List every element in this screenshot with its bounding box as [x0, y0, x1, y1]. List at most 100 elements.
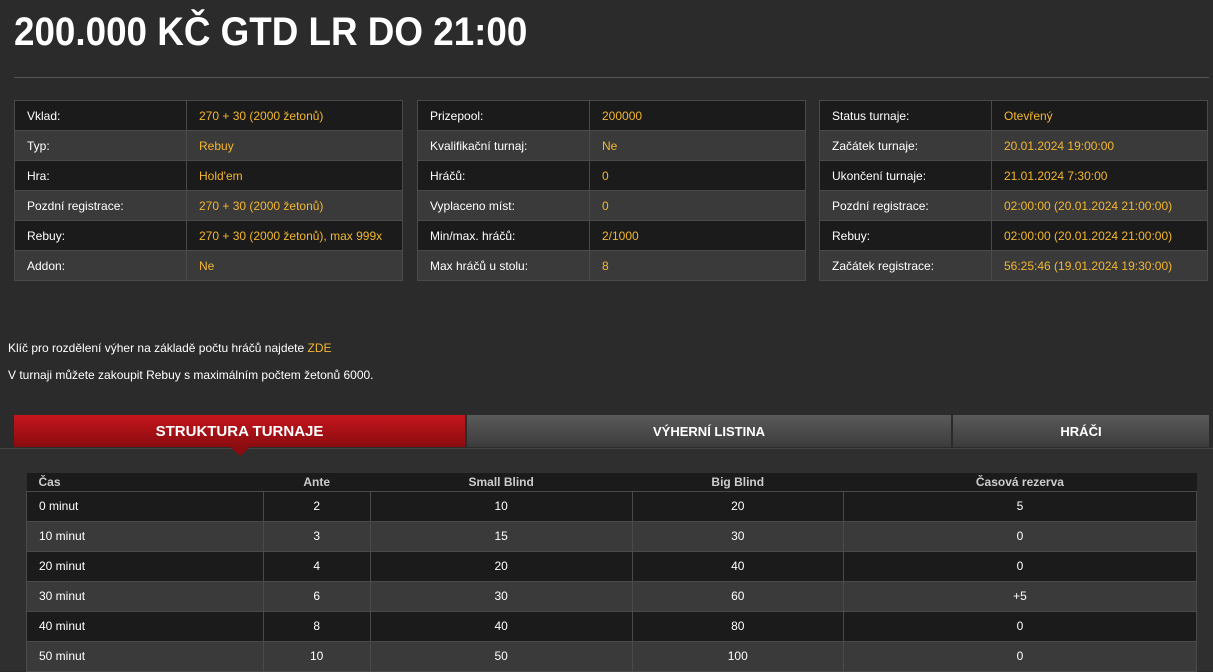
- info-row: Rebuy: 02:00:00 (20.01.2024 21:00:00): [819, 220, 1208, 251]
- table-cell: 100: [631, 640, 844, 672]
- table-cell: 20 minut: [26, 550, 264, 582]
- table-cell: 20: [369, 550, 633, 582]
- tab-hraci[interactable]: HRÁČI: [953, 415, 1209, 447]
- table-row: 40 minut 8 40 80 0: [26, 610, 1198, 642]
- info-value: Ne: [186, 250, 403, 281]
- info-value: 200000: [589, 100, 806, 131]
- info-value: 0: [589, 160, 806, 191]
- table-cell: 10 minut: [26, 520, 264, 552]
- table-row: 10 minut 3 15 30 0: [26, 520, 1198, 552]
- info-value: 2/1000: [589, 220, 806, 251]
- table-cell: 10: [369, 490, 633, 522]
- table-cell: 0: [842, 640, 1198, 672]
- info-value: 8: [589, 250, 806, 281]
- info-label: Status turnaje:: [819, 100, 992, 131]
- info-label: Kvalifikační turnaj:: [417, 130, 590, 161]
- info-label: Rebuy:: [14, 220, 187, 251]
- info-label: Vklad:: [14, 100, 187, 131]
- info-value: 56:25:46 (19.01.2024 19:30:00): [991, 250, 1208, 281]
- info-label: Ukončení turnaje:: [819, 160, 992, 191]
- table-cell: 60: [631, 580, 844, 612]
- column-header: Časová rezerva: [843, 473, 1197, 492]
- info-label: Hra:: [14, 160, 187, 191]
- info-row: Hra: Hold'em: [14, 160, 403, 191]
- info-row: Začátek registrace: 56:25:46 (19.01.2024 …: [819, 250, 1208, 281]
- table-cell: 20: [631, 490, 844, 522]
- column-header: Čas: [26, 473, 264, 492]
- table-cell: 40 minut: [26, 610, 264, 642]
- info-row: Ukončení turnaje: 21.01.2024 7:30:00: [819, 160, 1208, 191]
- divider: [14, 77, 1209, 78]
- info-row: Prizepool: 200000: [417, 100, 806, 131]
- table-cell: 40: [369, 610, 633, 642]
- info-value: 21.01.2024 7:30:00: [991, 160, 1208, 191]
- table-cell: 10: [262, 640, 371, 672]
- table-cell: 5: [842, 490, 1198, 522]
- info-label: Pozdní registrace:: [819, 190, 992, 221]
- info-value: 270 + 30 (2000 žetonů): [186, 100, 403, 131]
- info-label: Začátek turnaje:: [819, 130, 992, 161]
- info-value: Hold'em: [186, 160, 403, 191]
- info-label: Rebuy:: [819, 220, 992, 251]
- table-row: 50 minut 10 50 100 0: [26, 640, 1198, 672]
- info-table: Prizepool: 200000 Kvalifikační turnaj: Ne Hr…: [417, 100, 806, 281]
- table-cell: 30 minut: [26, 580, 264, 612]
- tab-vyherni-listina[interactable]: VÝHERNÍ LISTINA: [467, 415, 951, 447]
- info-row: Hráčů: 0: [417, 160, 806, 191]
- info-row: Začátek turnaje: 20.01.2024 19:00:00: [819, 130, 1208, 161]
- active-tab-pointer: [230, 447, 250, 456]
- tab-struktura-turnaje[interactable]: STRUKTURA TURNAJE: [14, 415, 465, 447]
- table-cell: 4: [262, 550, 371, 582]
- info-value: 0: [589, 190, 806, 221]
- zde-link[interactable]: ZDE: [307, 341, 332, 355]
- info-label: Max hráčů u stolu:: [417, 250, 590, 281]
- table-row: 20 minut 4 20 40 0: [26, 550, 1198, 582]
- info-label: Pozdní registrace:: [14, 190, 187, 221]
- info-row: Vyplaceno míst: 0: [417, 190, 806, 221]
- info-label: Addon:: [14, 250, 187, 281]
- table-cell: 0: [842, 520, 1198, 552]
- table-cell: 6: [262, 580, 371, 612]
- column-header: Ante: [263, 473, 371, 492]
- info-row: Pozdní registrace: 02:00:00 (20.01.2024 2…: [819, 190, 1208, 221]
- info-value: 02:00:00 (20.01.2024 21:00:00): [991, 220, 1208, 251]
- column-header: Small Blind: [370, 473, 633, 492]
- table-cell: 2: [262, 490, 371, 522]
- table-cell: +5: [842, 580, 1198, 612]
- info-label: Začátek registrace:: [819, 250, 992, 281]
- info-row: Max hráčů u stolu: 8: [417, 250, 806, 281]
- info-label: Vyplaceno míst:: [417, 190, 590, 221]
- table-cell: 50: [369, 640, 633, 672]
- info-table: Vklad: 270 + 30 (2000 žetonů) Typ: Rebuy Hra…: [14, 100, 403, 281]
- page-title: 200.000 KČ GTD LR DO 21:00: [14, 10, 528, 54]
- info-value: Rebuy: [186, 130, 403, 161]
- table-cell: 0 minut: [26, 490, 264, 522]
- info-value: 270 + 30 (2000 žetonů), max 999x: [186, 220, 403, 251]
- table-cell: 40: [631, 550, 844, 582]
- table-cell: 0: [842, 610, 1198, 642]
- prize-key-note: Klíč pro rozdělení výher na základě počt…: [8, 341, 332, 355]
- column-header: Big Blind: [632, 473, 844, 492]
- rebuy-note: V turnaji můžete zakoupit Rebuy s maximá…: [8, 368, 374, 382]
- info-row: Rebuy: 270 + 30 (2000 žetonů), max 999x: [14, 220, 403, 251]
- info-label: Hráčů:: [417, 160, 590, 191]
- info-value: 270 + 30 (2000 žetonů): [186, 190, 403, 221]
- table-cell: 15: [369, 520, 633, 552]
- table-cell: 0: [842, 550, 1198, 582]
- table-cell: 8: [262, 610, 371, 642]
- info-row: Kvalifikační turnaj: Ne: [417, 130, 806, 161]
- info-label: Typ:: [14, 130, 187, 161]
- table-cell: 3: [262, 520, 371, 552]
- table-cell: 30: [631, 520, 844, 552]
- info-row: Addon: Ne: [14, 250, 403, 281]
- info-label: Min/max. hráčů:: [417, 220, 590, 251]
- info-row: Min/max. hráčů: 2/1000: [417, 220, 806, 251]
- table-row: 30 minut 6 30 60 +5: [26, 580, 1198, 612]
- table-row: 0 minut 2 10 20 5: [26, 490, 1198, 522]
- info-value: 02:00:00 (20.01.2024 21:00:00): [991, 190, 1208, 221]
- info-value: Otevřený: [991, 100, 1208, 131]
- info-value: Ne: [589, 130, 806, 161]
- info-row: Typ: Rebuy: [14, 130, 403, 161]
- info-row: Status turnaje: Otevřený: [819, 100, 1208, 131]
- info-row: Pozdní registrace: 270 + 30 (2000 žetonů): [14, 190, 403, 221]
